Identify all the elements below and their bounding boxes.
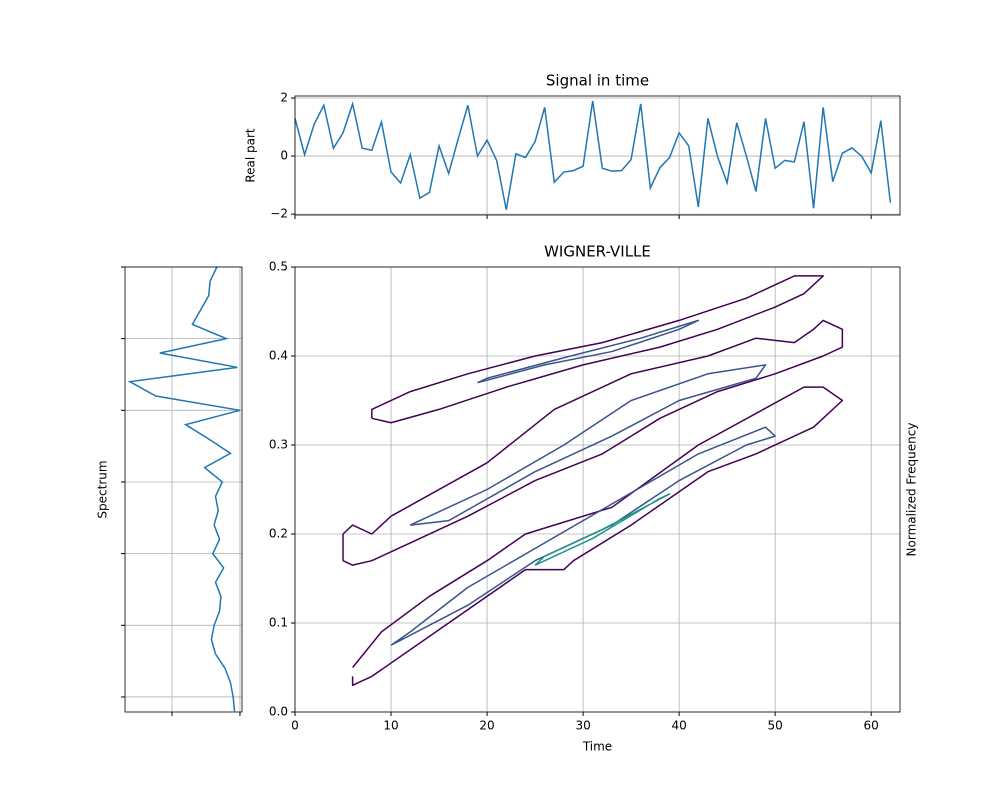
contour-line <box>409 364 767 526</box>
y-tick-label: 0 <box>280 149 288 163</box>
y-tick-label: 0.5 <box>269 260 288 274</box>
x-tick-label: 0 <box>291 719 299 733</box>
axes-frame <box>294 266 901 713</box>
y-tick-label: 0.4 <box>269 349 288 363</box>
y-tick-label: 2 <box>280 91 288 105</box>
y-axis-label: Spectrum <box>96 460 110 518</box>
y-axis-label: Real part <box>244 128 258 183</box>
y-axis-label: Normalized Frequency <box>905 423 919 557</box>
contour-line <box>342 319 844 566</box>
x-tick-label: 50 <box>768 719 783 733</box>
axes-title: Signal in time <box>546 72 649 90</box>
axes-frame <box>294 95 901 216</box>
y-tick-label: 0.0 <box>269 705 288 719</box>
contour-line <box>477 319 700 384</box>
x-tick-label: 20 <box>479 719 494 733</box>
contour-line <box>534 493 671 566</box>
contour-line <box>351 386 844 687</box>
axes-frame <box>124 266 243 713</box>
contour-line <box>371 275 824 424</box>
y-tick-label: −2 <box>270 207 288 221</box>
y-tick-label: 0.1 <box>269 616 288 630</box>
axes-title: WIGNER-VILLE <box>544 243 651 261</box>
spectrum-line <box>127 266 241 712</box>
x-tick-label: 40 <box>671 719 686 733</box>
x-tick-label: 30 <box>575 719 590 733</box>
y-tick-label: 0.3 <box>269 438 288 452</box>
x-tick-label: 10 <box>383 719 398 733</box>
signal-line <box>294 100 892 210</box>
y-tick-label: 0.2 <box>269 527 288 541</box>
x-tick-label: 60 <box>864 719 879 733</box>
x-axis-label: Time <box>582 740 612 754</box>
